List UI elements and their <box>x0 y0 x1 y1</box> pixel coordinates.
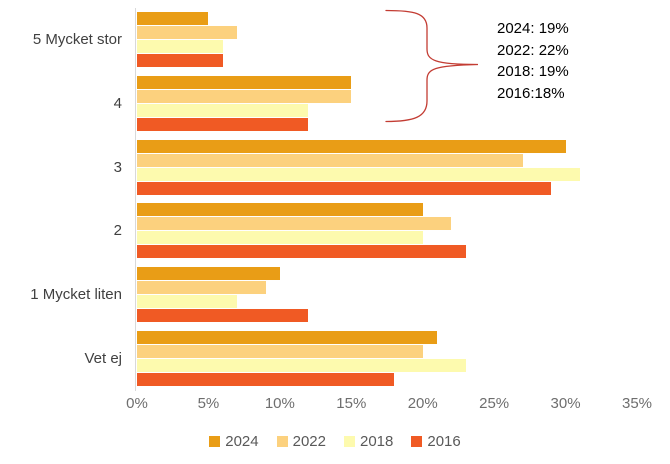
bar-2024 <box>137 12 209 26</box>
x-tick-label: 20% <box>407 395 438 412</box>
bar-2016 <box>137 372 395 386</box>
callout-line: 2016:18% <box>497 84 565 102</box>
legend-label: 2024 <box>225 432 259 450</box>
x-tick-label: 5% <box>197 395 220 412</box>
bar-2022 <box>137 344 423 358</box>
category-label: 3 <box>113 158 122 176</box>
bar-2018 <box>137 358 466 372</box>
curly-brace-icon <box>385 9 479 123</box>
callout-line: 2024: 19% <box>497 20 569 37</box>
x-tick-label: 15% <box>336 395 367 412</box>
bar-2022 <box>137 217 452 231</box>
bar-2024 <box>137 267 280 280</box>
legend-swatch-icon <box>411 435 423 447</box>
bar-2016 <box>137 245 466 259</box>
category-label: 4 <box>113 94 122 112</box>
x-tick-label: 35% <box>621 395 653 412</box>
bar-2016 <box>137 309 309 322</box>
bar-2024 <box>137 139 566 153</box>
legend-swatch-icon <box>276 435 288 447</box>
bar-2018 <box>137 40 223 54</box>
bar-2024 <box>137 76 352 89</box>
category-label: Vet ej <box>84 349 122 367</box>
legend-swatch-icon <box>344 435 355 447</box>
callout-text: 2024: 19% 2022: 22% 2018: 19% 2016:18% <box>497 18 569 104</box>
x-tick-label: 30% <box>550 395 581 412</box>
bar-2018 <box>137 167 580 181</box>
x-tick-label: 0% <box>126 395 148 412</box>
legend-label: 2022 <box>292 432 326 450</box>
legend-label: 2018 <box>360 432 394 450</box>
bar-2016 <box>137 118 309 131</box>
bar-2024 <box>137 330 437 344</box>
bar-2018 <box>137 104 309 117</box>
bar-2022 <box>137 90 352 103</box>
callout-line: 2022: 22% <box>497 41 569 59</box>
bar-2018 <box>137 231 423 245</box>
bar-2024 <box>137 203 423 217</box>
legend-label: 2016 <box>427 432 461 450</box>
bar-2016 <box>137 54 223 68</box>
category-label: 2 <box>113 222 122 240</box>
legend-item-2024: 2024 <box>209 432 259 450</box>
bar-2022 <box>137 26 237 40</box>
legend-item-2016: 2016 <box>411 432 461 450</box>
bar-2018 <box>137 295 237 308</box>
bar-2022 <box>137 281 266 294</box>
value-axis-line <box>135 8 136 391</box>
x-tick-label: 10% <box>264 395 295 412</box>
legend-swatch-icon <box>209 435 221 447</box>
bar-2016 <box>137 181 552 195</box>
legend: 2024 2022 2018 2016 <box>0 430 670 452</box>
x-tick-label: 25% <box>479 395 510 412</box>
category-label: 1 Mycket liten <box>30 285 122 303</box>
category-label: 5 Mycket stor <box>32 31 122 49</box>
legend-item-2018: 2018 <box>344 433 393 450</box>
callout-line: 2018: 19% <box>497 63 569 80</box>
legend-item-2022: 2022 <box>276 432 326 450</box>
bar-2022 <box>137 153 523 167</box>
